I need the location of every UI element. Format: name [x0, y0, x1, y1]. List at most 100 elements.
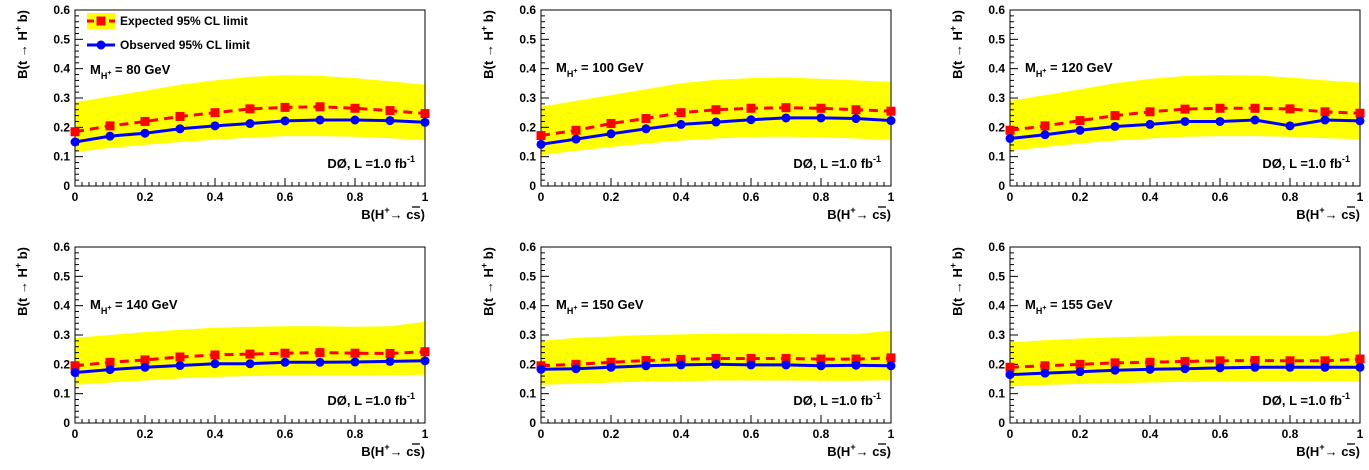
expected-marker — [1250, 356, 1260, 366]
mass-label-value: = 120 GeV — [1046, 60, 1112, 75]
expected-limit-line — [1009, 357, 1361, 369]
y-tick-label: 0.4 — [53, 299, 70, 313]
x-axis-title-close: ) — [421, 207, 425, 222]
expected-marker — [1285, 356, 1295, 366]
observed-marker — [105, 131, 115, 141]
y-tick-label: 0.6 — [519, 240, 536, 254]
expected-marker — [1110, 111, 1120, 121]
experiment-label-unit-exponent: -1 — [407, 391, 415, 401]
observed-marker — [676, 360, 686, 370]
expected-marker — [851, 354, 861, 364]
y-axis-title-main: B(t → H — [481, 31, 496, 79]
x-tick-label: 1 — [422, 190, 429, 204]
expected-marker — [350, 348, 360, 358]
observed-marker — [1285, 121, 1295, 131]
experiment-label-text: DØ, L =1.0 fb — [1262, 156, 1342, 171]
expected-marker — [1285, 104, 1295, 114]
y-axis-title: B(t → H+ b) — [479, 247, 496, 316]
y-axis-title: B(t → H+ b) — [948, 10, 965, 79]
expected-marker — [781, 353, 791, 363]
x-axis-title-main: B(H — [1296, 444, 1319, 459]
expected-marker — [420, 109, 430, 119]
experiment-label: DØ, L =1.0 fb-1 — [327, 391, 415, 408]
expected-limit-line — [540, 356, 892, 368]
expected-marker — [420, 347, 430, 357]
mass-label-symbol: M — [556, 297, 567, 312]
chart-panel: 0 0.2 0.4 0.6 0.8 100.10.20.30.40.50.6MH+ = 8… — [13, 3, 430, 222]
expected-marker — [315, 102, 325, 112]
y-axis-title-main: B(t → H — [15, 31, 30, 79]
x-tick-label: 0.8 — [347, 427, 364, 441]
observed-marker — [140, 128, 150, 138]
observed-marker — [1250, 362, 1260, 372]
expected-marker — [245, 349, 255, 359]
observed-marker — [245, 119, 255, 129]
observed-marker — [280, 357, 290, 367]
y-axis-title-charge: + — [479, 263, 489, 268]
y-axis-title-main: B(t → H — [950, 31, 965, 79]
x-tick-label: 0 — [538, 427, 545, 441]
observed-marker — [536, 139, 546, 149]
y-tick-label: 0.3 — [519, 91, 536, 105]
y-axis-title-charge: + — [479, 26, 489, 31]
observed-marker — [641, 361, 651, 371]
mass-label-subscript: H — [1036, 306, 1043, 316]
observed-marker — [781, 360, 791, 370]
x-axis-title-main: B(H — [827, 207, 850, 222]
expected-marker — [315, 348, 325, 358]
observed-marker — [1075, 367, 1085, 377]
expected-marker — [280, 348, 290, 358]
x-tick-label: 0.6 — [1212, 427, 1229, 441]
y-tick-label: 0.2 — [53, 120, 70, 134]
expected-marker — [816, 103, 826, 113]
x-tick-label: 0.6 — [743, 427, 760, 441]
mass-label: MH+ = 100 GeV — [556, 60, 644, 79]
experiment-label-unit-exponent: -1 — [873, 391, 881, 401]
experiment-label: DØ, L =1.0 fb-1 — [793, 391, 881, 408]
expected-marker — [1110, 358, 1120, 368]
observed-marker — [1145, 364, 1155, 374]
x-tick-label: 0.4 — [207, 427, 224, 441]
observed-marker — [70, 137, 80, 147]
y-axis-title-charge: + — [13, 26, 23, 31]
observed-marker — [1215, 116, 1225, 126]
y-tick-label: 0.6 — [53, 3, 70, 17]
y-tick-label: 0.1 — [988, 387, 1005, 401]
y-tick-label: 0 — [998, 416, 1005, 430]
legend-expected-marker — [96, 16, 106, 26]
y-tick-label: 0 — [63, 179, 70, 193]
x-tick-label: 0.8 — [813, 427, 830, 441]
observed-marker — [175, 361, 185, 371]
observed-marker — [1005, 133, 1015, 143]
x-axis-title-charge: + — [850, 442, 855, 452]
y-tick-label: 0.5 — [988, 32, 1005, 46]
observed-marker — [851, 360, 861, 370]
expected-marker — [140, 355, 150, 365]
experiment-label-unit-exponent: -1 — [873, 154, 881, 164]
observed-marker — [140, 362, 150, 372]
mass-label-subscript-charge: + — [1042, 68, 1046, 75]
y-axis-title-charge: + — [13, 263, 23, 268]
x-tick-label: 0 — [72, 427, 79, 441]
y-tick-label: 0.2 — [988, 120, 1005, 134]
mass-label: MH+ = 140 GeV — [90, 297, 178, 316]
expected-limit-line — [1009, 106, 1361, 132]
x-axis-title-close: ) — [421, 444, 425, 459]
mass-label: MH+ = 80 GeV — [90, 62, 171, 81]
y-tick-label: 0.2 — [519, 120, 536, 134]
observed-marker — [1005, 370, 1015, 380]
expected-limit-line — [74, 350, 426, 368]
x-tick-label: 0.8 — [1282, 190, 1299, 204]
expected-marker — [1320, 356, 1330, 366]
y-tick-label: 0.3 — [53, 91, 70, 105]
y-tick-label: 0.1 — [53, 150, 70, 164]
observed-marker — [571, 134, 581, 144]
y-tick-label: 0.1 — [519, 150, 536, 164]
observed-marker — [1215, 363, 1225, 373]
x-tick-label: 1 — [1357, 190, 1364, 204]
x-tick-label: 0.6 — [743, 190, 760, 204]
x-axis-title-tail: → cs — [1325, 444, 1356, 459]
expected-marker — [641, 114, 651, 124]
y-axis-title-charge: + — [948, 263, 958, 268]
expected-marker — [746, 103, 756, 113]
